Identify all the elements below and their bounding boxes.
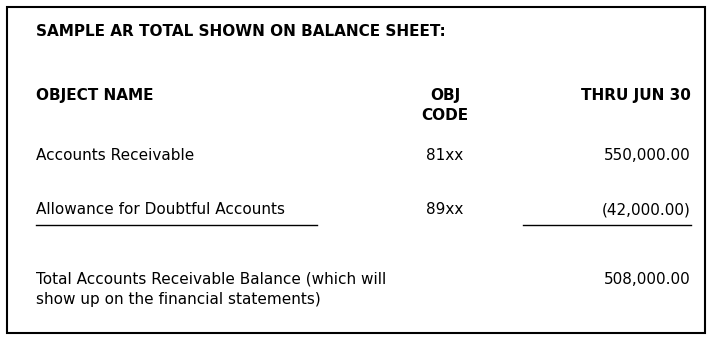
Text: Total Accounts Receivable Balance (which will
show up on the financial statement: Total Accounts Receivable Balance (which… <box>36 272 386 307</box>
Text: OBJ
CODE: OBJ CODE <box>422 88 468 123</box>
Text: 508,000.00: 508,000.00 <box>604 272 691 287</box>
Text: 89xx: 89xx <box>426 202 464 217</box>
Text: THRU JUN 30: THRU JUN 30 <box>581 88 691 103</box>
Text: OBJECT NAME: OBJECT NAME <box>36 88 153 103</box>
Text: Accounts Receivable: Accounts Receivable <box>36 148 194 163</box>
Text: SAMPLE AR TOTAL SHOWN ON BALANCE SHEET:: SAMPLE AR TOTAL SHOWN ON BALANCE SHEET: <box>36 24 445 39</box>
Text: (42,000.00): (42,000.00) <box>602 202 691 217</box>
Text: 550,000.00: 550,000.00 <box>604 148 691 163</box>
FancyBboxPatch shape <box>7 7 705 333</box>
Text: 81xx: 81xx <box>426 148 464 163</box>
Text: Allowance for Doubtful Accounts: Allowance for Doubtful Accounts <box>36 202 285 217</box>
